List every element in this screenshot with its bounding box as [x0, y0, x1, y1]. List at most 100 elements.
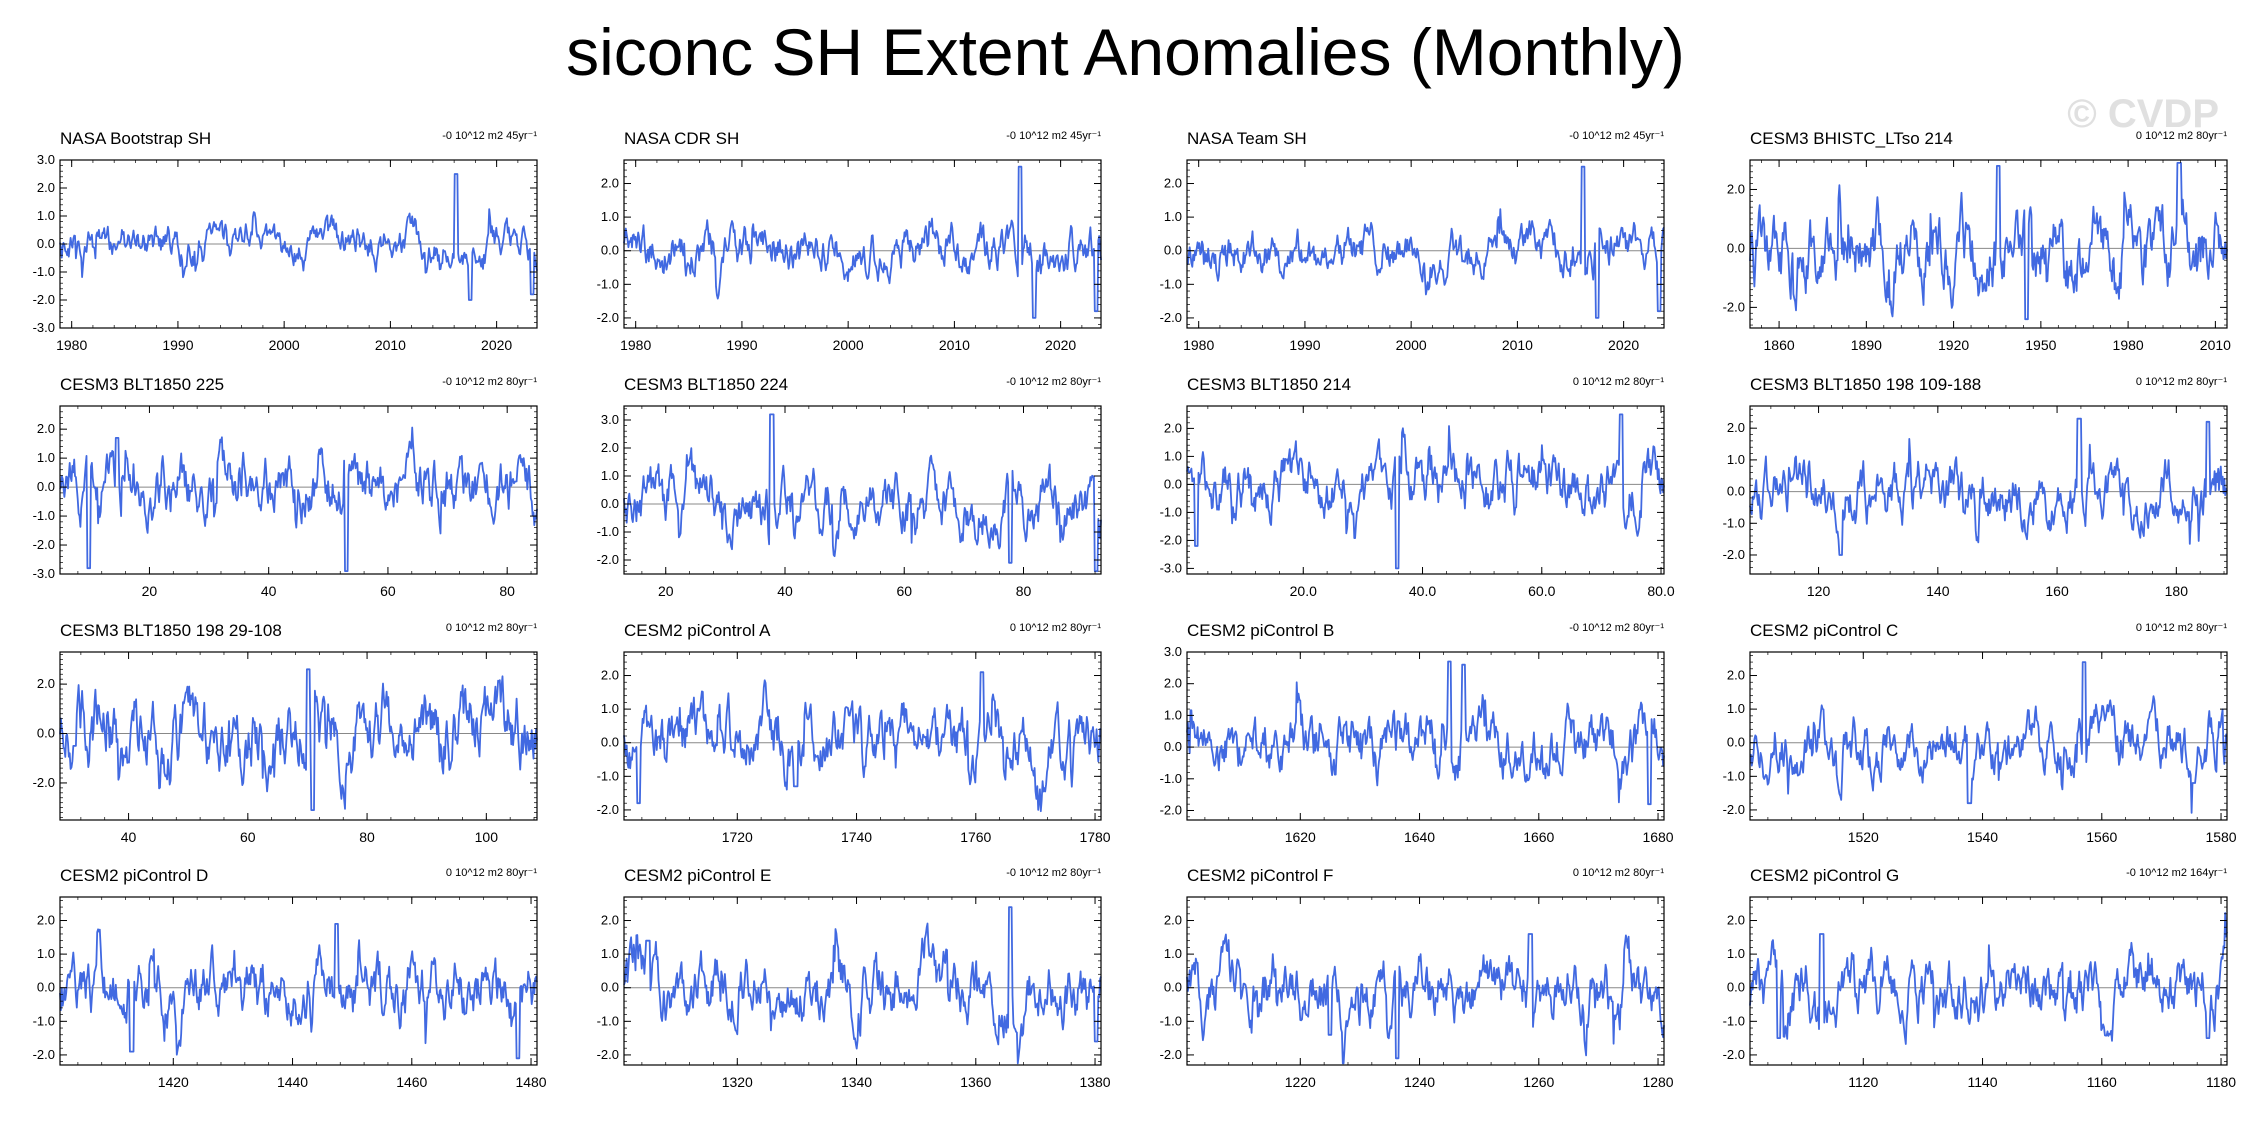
x-tick-label: 2020 [1045, 337, 1076, 353]
y-tick-label: 2.0 [1727, 668, 1745, 683]
panel-title: NASA Bootstrap SH [60, 129, 211, 148]
x-tick-label: 60 [896, 583, 912, 599]
y-tick-label: 1.0 [1727, 452, 1745, 467]
x-tick-label: 1520 [1848, 829, 1879, 845]
x-tick-label: 2010 [1502, 337, 1533, 353]
y-tick-label: 0.0 [601, 496, 619, 511]
y-tick-label: 0.0 [601, 735, 619, 750]
x-tick-label: 1760 [960, 829, 991, 845]
x-tick-label: 120 [1807, 583, 1831, 599]
chart-panel-1: NASA Bootstrap SH -0 10^12 m2 45yr⁻¹ -3.0 -… [33, 129, 538, 353]
y-tick-label: 1.0 [1164, 946, 1182, 961]
x-tick-label: 1990 [162, 337, 193, 353]
x-tick-label: 40 [777, 583, 793, 599]
chart-panel-11: CESM2 piControl B -0 10^12 m2 80yr⁻¹ -2.0 -… [1160, 621, 1674, 845]
panel-title: CESM2 piControl F [1187, 866, 1333, 885]
x-tick-label: 60.0 [1528, 583, 1555, 599]
panel-trend-info: 0 10^12 m2 80yr⁻¹ [2136, 130, 2227, 142]
chart-panel-13: CESM2 piControl D 0 10^12 m2 80yr⁻¹ -2.0 -1… [33, 866, 547, 1090]
chart-panel-5: CESM3 BLT1850 225 -0 10^12 m2 80yr⁻¹ -3.0 -… [33, 375, 538, 599]
x-tick-label: 20 [142, 583, 158, 599]
y-tick-label: 2.0 [601, 176, 619, 191]
panel-trend-info: 0 10^12 m2 80yr⁻¹ [446, 622, 537, 634]
anomaly-series-line [1186, 660, 1665, 806]
y-tick-label: 1.0 [601, 468, 619, 483]
y-tick-label: -1.0 [597, 524, 619, 539]
panel-title: CESM2 piControl D [60, 866, 208, 885]
x-tick-label: 1480 [515, 1074, 546, 1090]
y-tick-label: 1.0 [37, 450, 55, 465]
y-tick-label: -2.0 [1160, 1047, 1182, 1062]
x-tick-label: 1140 [1967, 1074, 1997, 1090]
x-tick-label: 1660 [1523, 829, 1554, 845]
panel-title: CESM2 piControl B [1187, 621, 1334, 640]
panel-title: CESM3 BLT1850 198 29-108 [60, 621, 282, 640]
y-tick-label: -2.0 [1160, 802, 1182, 817]
y-tick-label: 1.0 [37, 208, 55, 223]
x-tick-label: 1680 [1642, 829, 1673, 845]
y-tick-label: 3.0 [601, 412, 619, 427]
x-tick-label: 1320 [722, 1074, 753, 1090]
y-tick-label: -1.0 [33, 1013, 55, 1028]
chart-panel-12: CESM2 piControl C 0 10^12 m2 80yr⁻¹ -2.0 -1… [1723, 621, 2237, 845]
panel-trend-info: -0 10^12 m2 45yr⁻¹ [1569, 130, 1664, 142]
y-tick-label: 2.0 [37, 676, 55, 691]
x-tick-label: 1980 [2113, 337, 2144, 353]
y-tick-label: 2.0 [1727, 181, 1745, 196]
y-tick-label: -2.0 [597, 1047, 619, 1062]
panel-title: CESM3 BLT1850 214 [1187, 375, 1351, 394]
x-tick-label: 1980 [620, 337, 651, 353]
chart-panel-6: CESM3 BLT1850 224 -0 10^12 m2 80yr⁻¹ -2.0 -… [597, 375, 1102, 599]
y-tick-label: -1.0 [33, 264, 55, 279]
chart-panel-7: CESM3 BLT1850 214 0 10^12 m2 80yr⁻¹ -3.0 -2… [1160, 375, 1675, 599]
x-tick-label: 1860 [1764, 337, 1795, 353]
panel-title: CESM2 piControl C [1750, 621, 1898, 640]
x-tick-label: 1720 [722, 829, 753, 845]
y-tick-label: 2.0 [601, 913, 619, 928]
y-tick-label: 0.0 [1164, 980, 1182, 995]
panel-trend-info: -0 10^12 m2 45yr⁻¹ [442, 130, 537, 142]
chart-panel-3: NASA Team SH -0 10^12 m2 45yr⁻¹ -2.0 -1.0 0.… [1160, 129, 1665, 353]
panel-title: CESM2 piControl E [624, 866, 771, 885]
anomaly-series-line [1749, 161, 2228, 321]
panel-title: CESM2 piControl G [1750, 866, 1899, 885]
y-tick-label: -1.0 [1160, 276, 1182, 291]
y-tick-label: -2.0 [33, 292, 55, 307]
x-tick-label: 1460 [396, 1074, 427, 1090]
y-tick-label: -2.0 [1723, 547, 1745, 562]
panel-title: CESM3 BHISTC_LTso 214 [1750, 129, 1953, 148]
anomaly-series-line [59, 173, 538, 301]
x-tick-label: 1340 [841, 1074, 872, 1090]
panel-title: NASA Team SH [1187, 129, 1307, 148]
panel-trend-info: 0 10^12 m2 80yr⁻¹ [1573, 376, 1664, 388]
x-tick-label: 1360 [960, 1074, 991, 1090]
x-tick-label: 40 [121, 829, 137, 845]
y-tick-label: 1.0 [1727, 946, 1745, 961]
y-tick-label: 2.0 [37, 913, 55, 928]
chart-panel-14: CESM2 piControl E -0 10^12 m2 80yr⁻¹ -2.0 -… [597, 866, 1111, 1090]
panel-trend-info: 0 10^12 m2 80yr⁻¹ [2136, 376, 2227, 388]
x-tick-label: 1440 [277, 1074, 308, 1090]
anomaly-series-line [1749, 912, 2228, 1045]
y-tick-label: -3.0 [1160, 560, 1182, 575]
y-tick-label: -1.0 [597, 276, 619, 291]
y-tick-label: 1.0 [37, 946, 55, 961]
x-tick-label: 1780 [1079, 829, 1110, 845]
y-tick-label: 1.0 [1164, 707, 1182, 722]
x-tick-label: 1160 [2087, 1074, 2117, 1090]
y-tick-label: 0.0 [37, 236, 55, 251]
y-tick-label: 1.0 [601, 946, 619, 961]
anomaly-series-line [623, 906, 1102, 1065]
y-tick-label: -2.0 [1723, 1047, 1745, 1062]
x-tick-label: 60 [240, 829, 256, 845]
x-tick-label: 20.0 [1290, 583, 1317, 599]
y-tick-label: 0.0 [1727, 240, 1745, 255]
plot-frame [623, 651, 1102, 821]
y-tick-label: -1.0 [1160, 771, 1182, 786]
y-tick-label: -2.0 [597, 552, 619, 567]
y-tick-label: 0.0 [1164, 476, 1182, 491]
y-tick-label: 0.0 [601, 243, 619, 258]
x-tick-label: 180 [2165, 583, 2189, 599]
panel-title: CESM3 BLT1850 224 [624, 375, 788, 394]
